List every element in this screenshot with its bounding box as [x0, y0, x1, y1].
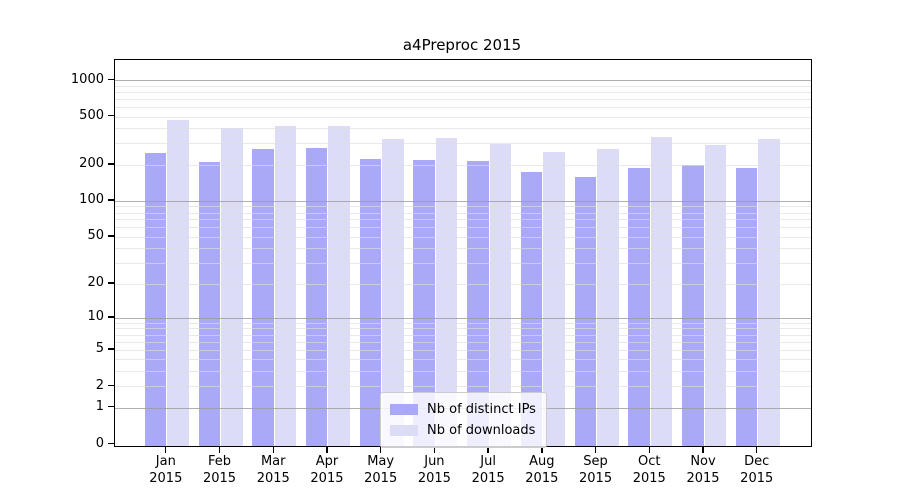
y-tick-label: 200: [79, 156, 104, 172]
plot-area: Nb of distinct IPs Nb of downloads: [114, 59, 812, 448]
bar-downloads-nov: [704, 144, 726, 446]
x-tick-label: Jan 2015: [149, 454, 183, 486]
bar-distinct-ips-aug: [520, 171, 543, 446]
y-tick-mark: [108, 163, 114, 165]
legend-swatch-downloads: [390, 425, 418, 436]
bar-distinct-ips-nov: [682, 164, 704, 446]
legend-swatch-distinct-ips: [390, 404, 418, 415]
gridline-minor: [115, 106, 811, 108]
x-tick-mark: [165, 446, 167, 453]
gridline-minor: [115, 116, 811, 118]
y-tick-label: 10: [87, 309, 104, 325]
bar-distinct-ips-jan: [144, 152, 167, 446]
bar-distinct-ips-oct: [628, 167, 650, 446]
legend: Nb of distinct IPs Nb of downloads: [380, 392, 547, 448]
bar-downloads-dec: [758, 138, 780, 446]
x-tick-mark: [272, 446, 274, 453]
y-tick-label: 500: [79, 108, 104, 123]
gridline-major: [115, 80, 811, 81]
y-tick-label: 100: [79, 192, 104, 208]
gridline-minor: [115, 85, 811, 87]
y-tick-mark: [108, 384, 114, 387]
bar-distinct-ips-feb: [198, 162, 221, 446]
bar-downloads-mar: [274, 125, 297, 446]
x-tick-mark: [487, 446, 489, 453]
x-tick-label: Dec 2015: [740, 454, 774, 486]
y-tick-label: 0: [95, 435, 104, 451]
x-tick-label: Apr 2015: [310, 454, 344, 486]
bar-downloads-may: [382, 139, 404, 446]
y-tick-label: 50: [87, 228, 104, 244]
x-tick-label: Nov 2015: [686, 454, 720, 486]
x-tick-label: Sep 2015: [579, 454, 613, 486]
x-tick-mark: [594, 446, 597, 453]
y-tick-mark: [108, 78, 114, 80]
y-tick-label: 1000: [70, 71, 104, 87]
x-tick-label: May 2015: [364, 454, 398, 486]
y-tick-label: 20: [87, 275, 104, 291]
gridline-minor: [115, 128, 811, 130]
x-tick-mark: [541, 446, 543, 453]
x-tick-label: Jun 2015: [417, 454, 451, 486]
bar-distinct-ips-mar: [252, 149, 274, 446]
x-tick-label: Aug 2015: [525, 454, 559, 486]
legend-label-distinct-ips: Nb of distinct IPs: [427, 402, 536, 417]
y-tick-mark: [108, 115, 114, 117]
x-tick-mark: [702, 446, 704, 453]
bar-distinct-ips-dec: [735, 167, 758, 446]
bar-distinct-ips-jun: [413, 160, 435, 446]
bar-distinct-ips-sep: [574, 177, 597, 446]
x-tick-label: Mar 2015: [256, 454, 290, 486]
bar-downloads-jan: [167, 120, 189, 446]
legend-item-downloads: Nb of downloads: [390, 420, 536, 441]
y-tick-mark: [108, 405, 114, 408]
x-tick-mark: [218, 446, 221, 453]
y-tick-mark: [108, 199, 114, 201]
x-tick-label: Jul 2015: [471, 454, 505, 486]
x-tick-mark: [433, 446, 436, 453]
x-tick-label: Feb 2015: [202, 454, 237, 486]
y-tick-label: 5: [95, 341, 104, 357]
y-tick-label: 2: [95, 377, 104, 393]
bar-distinct-ips-jul: [467, 161, 489, 446]
x-tick-label: Oct 2015: [632, 454, 666, 486]
y-tick-mark: [108, 348, 114, 350]
bar-downloads-aug: [543, 151, 565, 446]
x-tick-mark: [756, 446, 758, 453]
legend-label-downloads: Nb of downloads: [427, 423, 536, 438]
bar-downloads-oct: [650, 136, 673, 446]
bar-downloads-sep: [597, 149, 619, 446]
chart-title: a4Preproc 2015: [402, 36, 522, 54]
x-tick-mark: [379, 446, 382, 453]
y-tick-label: 1: [95, 398, 104, 414]
legend-item-distinct-ips: Nb of distinct IPs: [390, 399, 536, 420]
gridline-minor: [115, 91, 811, 93]
x-tick-mark: [326, 446, 328, 453]
x-tick-mark: [648, 446, 650, 453]
bar-downloads-feb: [221, 127, 243, 446]
bar-distinct-ips-may: [359, 159, 382, 446]
y-tick-mark: [108, 235, 114, 237]
y-tick-mark: [108, 316, 114, 318]
y-tick-mark: [108, 282, 114, 284]
gridline-minor: [115, 98, 811, 100]
bar-distinct-ips-apr: [305, 147, 328, 446]
bar-downloads-jun: [435, 138, 458, 446]
y-tick-mark: [108, 442, 114, 444]
bar-downloads-apr: [328, 125, 350, 446]
